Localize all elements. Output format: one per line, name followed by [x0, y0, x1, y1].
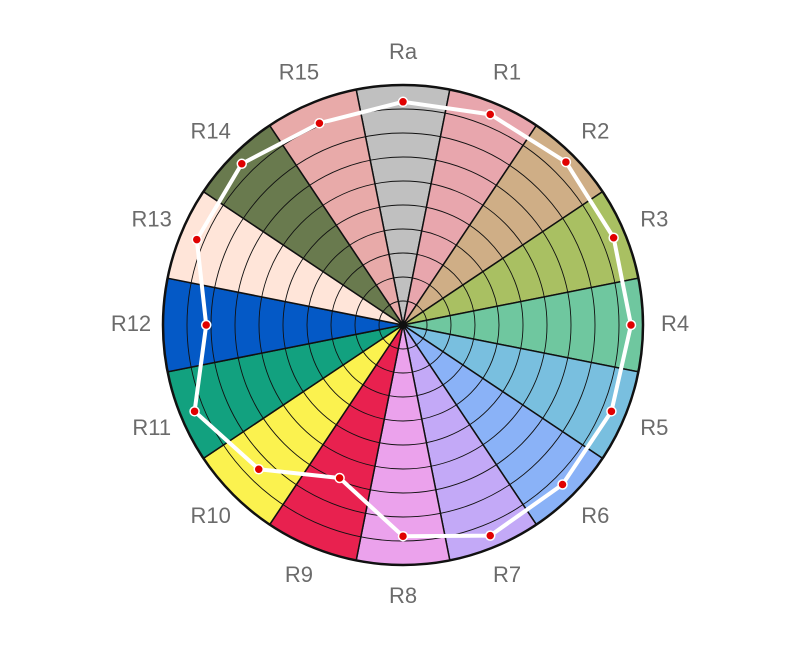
data-point: [560, 156, 572, 168]
category-label: R13: [132, 207, 172, 232]
data-point: [236, 158, 248, 170]
category-label: R5: [640, 415, 668, 440]
grid-ring: [234, 156, 572, 494]
grid-ring: [306, 228, 500, 422]
data-point: [485, 530, 496, 541]
data-point: [253, 463, 265, 475]
category-label: R2: [581, 118, 609, 143]
category-label: R14: [190, 118, 230, 143]
category-label: R3: [640, 207, 668, 232]
category-label: R12: [111, 311, 151, 336]
grid-ring: [282, 204, 524, 446]
data-point: [557, 479, 568, 490]
grid-ring: [354, 276, 452, 374]
grid-ring: [330, 252, 476, 398]
category-label: R11: [132, 415, 171, 440]
data-point: [334, 472, 345, 484]
category-label: R15: [279, 60, 319, 85]
category-label: R6: [581, 503, 609, 528]
grid-ring: [378, 300, 428, 350]
data-point: [200, 319, 212, 331]
data-point: [189, 406, 200, 417]
data-point: [606, 406, 617, 417]
category-label: R7: [493, 562, 521, 587]
category-label: R8: [389, 583, 417, 608]
grid-ring: [161, 83, 645, 567]
category-label: Ra: [389, 39, 418, 64]
data-point: [608, 232, 619, 243]
data-point: [625, 319, 637, 331]
category-label: R1: [493, 60, 521, 85]
data-point: [485, 109, 496, 120]
category-label: R4: [661, 311, 689, 336]
data-point: [397, 96, 409, 108]
data-point: [397, 530, 409, 542]
category-label: R10: [190, 503, 230, 528]
data-point: [191, 234, 203, 245]
category-label: R9: [285, 562, 313, 587]
data-point: [314, 117, 325, 129]
grid-ring: [258, 180, 548, 470]
